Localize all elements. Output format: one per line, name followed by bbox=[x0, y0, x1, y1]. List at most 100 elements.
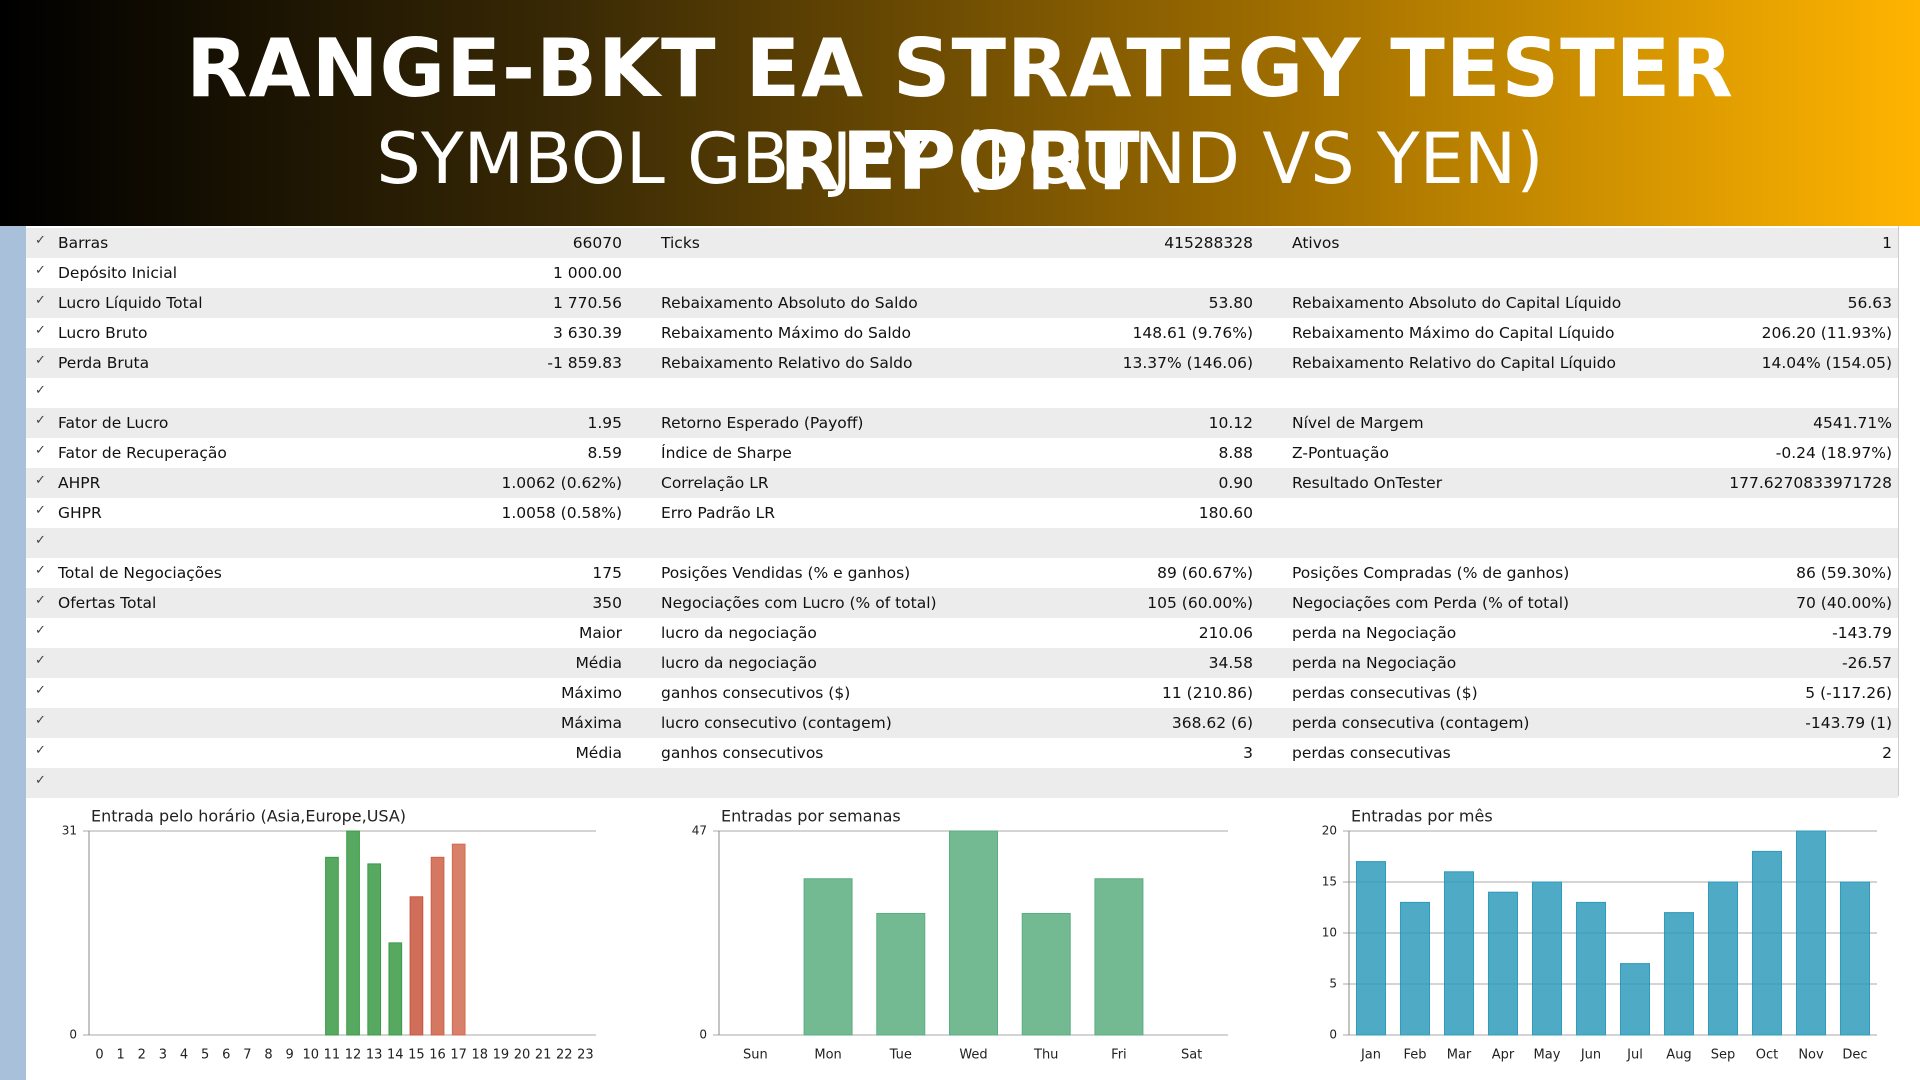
x-tick-label: Jun bbox=[1580, 1048, 1601, 1063]
cell-label: AHPR bbox=[58, 474, 101, 492]
table-row: Média lucro da negociação 34.58 perda na Ne… bbox=[26, 648, 1898, 678]
cell-value: 1 bbox=[1882, 234, 1892, 252]
x-tick-label: 14 bbox=[387, 1048, 404, 1063]
cell-label: Lucro Bruto bbox=[58, 324, 148, 342]
table-row bbox=[26, 528, 1898, 558]
bar bbox=[388, 942, 403, 1036]
cell-label: Erro Padrão LR bbox=[661, 504, 776, 522]
bar bbox=[1531, 881, 1563, 1036]
cell-value: 3 bbox=[1243, 744, 1253, 762]
bar bbox=[1094, 878, 1144, 1036]
x-tick-label: Sun bbox=[743, 1048, 768, 1063]
cell-value: 70 (40.00%) bbox=[1796, 594, 1892, 612]
cell-value: 210.06 bbox=[1198, 624, 1253, 642]
cell-label: perda consecutiva (contagem) bbox=[1292, 714, 1530, 732]
cell-value: 14.04% (154.05) bbox=[1761, 354, 1892, 372]
table-row: Lucro Bruto 3 630.39 Rebaixamento Máximo d… bbox=[26, 318, 1898, 348]
bar bbox=[346, 830, 360, 1036]
x-tick-label: 19 bbox=[493, 1048, 510, 1063]
bar bbox=[367, 863, 382, 1036]
bar bbox=[409, 896, 424, 1036]
x-tick-label: 21 bbox=[535, 1048, 552, 1063]
x-tick-label: 1 bbox=[117, 1048, 125, 1063]
cell-label: Retorno Esperado (Payoff) bbox=[661, 414, 864, 432]
cell-label: Rebaixamento Relativo do Capital Líquido bbox=[1292, 354, 1617, 372]
cell-value: 415288328 bbox=[1164, 234, 1253, 252]
cell-label: Correlação LR bbox=[661, 474, 769, 492]
cell-value: 4541.71% bbox=[1813, 414, 1892, 432]
cell-value: 1.95 bbox=[587, 414, 622, 432]
cell-value: -143.79 (1) bbox=[1805, 714, 1892, 732]
cell-label: Total de Negociações bbox=[58, 564, 222, 582]
cell-label: Depósito Inicial bbox=[58, 264, 177, 282]
bar bbox=[876, 912, 926, 1036]
cell-label: ganhos consecutivos ($) bbox=[661, 684, 851, 702]
bar bbox=[430, 856, 445, 1036]
bar bbox=[1751, 850, 1783, 1036]
cell-value: 13.37% (146.06) bbox=[1122, 354, 1253, 372]
cell-value: 86 (59.30%) bbox=[1796, 564, 1892, 582]
x-tick-label: 23 bbox=[577, 1048, 594, 1063]
cell-value: 3 630.39 bbox=[552, 324, 622, 342]
bar bbox=[803, 878, 853, 1036]
cell-value: 8.88 bbox=[1218, 444, 1253, 462]
cell-value: 5 (-117.26) bbox=[1805, 684, 1892, 702]
cell-label: Posições Compradas (% de ganhos) bbox=[1292, 564, 1570, 582]
x-tick-label: Sat bbox=[1181, 1048, 1202, 1063]
table-row bbox=[26, 378, 1898, 408]
table-row: Depósito Inicial 1 000.00 bbox=[26, 258, 1898, 288]
bar bbox=[1021, 912, 1071, 1036]
y-tick-label: 15 bbox=[1322, 875, 1337, 889]
x-tick-label: Apr bbox=[1492, 1048, 1515, 1063]
bar bbox=[1355, 861, 1387, 1036]
cell-label: perdas consecutivas bbox=[1292, 744, 1451, 762]
table-row: Fator de Lucro 1.95 Retorno Esperado (Payo… bbox=[26, 408, 1898, 438]
bar bbox=[1619, 963, 1651, 1036]
cell-label: Rebaixamento Máximo do Capital Líquido bbox=[1292, 324, 1615, 342]
report-table: Barras 66070 Ticks 415288328 Ativos 1 Depósito… bbox=[26, 228, 1898, 798]
y-tick-label: 20 bbox=[1322, 824, 1337, 838]
x-tick-label: 2 bbox=[138, 1048, 146, 1063]
cell-label: Perda Bruta bbox=[58, 354, 150, 372]
x-tick-label: Thu bbox=[1033, 1048, 1058, 1063]
x-tick-label: 20 bbox=[514, 1048, 531, 1063]
cell-label: Fator de Recuperação bbox=[58, 444, 227, 462]
x-tick-label: Dec bbox=[1842, 1048, 1867, 1063]
x-tick-label: Mon bbox=[814, 1048, 841, 1063]
cell-label: Ativos bbox=[1292, 234, 1340, 252]
x-tick-label: 4 bbox=[180, 1048, 188, 1063]
table-row: AHPR 1.0062 (0.62%) Correlação LR 0.90 Resul… bbox=[26, 468, 1898, 498]
x-tick-label: Fri bbox=[1111, 1048, 1127, 1063]
y-tick-label: 10 bbox=[1322, 926, 1337, 940]
chart-title: Entrada pelo horário (Asia,Europe,USA) bbox=[91, 807, 406, 826]
x-tick-label: 6 bbox=[222, 1048, 230, 1063]
y-tick-label: 0 bbox=[699, 1028, 707, 1042]
table-row: Fator de Recuperação 8.59 Índice de Sharpe… bbox=[26, 438, 1898, 468]
cell-value: 177.6270833971728 bbox=[1729, 474, 1892, 492]
cell-label: Negociações com Perda (% of total) bbox=[1292, 594, 1570, 612]
cell-label: Barras bbox=[58, 234, 109, 252]
cell-value: Máximo bbox=[561, 684, 622, 702]
side-strip bbox=[0, 226, 26, 1080]
bar bbox=[1839, 881, 1871, 1036]
x-tick-label: 17 bbox=[450, 1048, 467, 1063]
cell-label: Índice de Sharpe bbox=[661, 444, 792, 462]
chart-title: Entradas por semanas bbox=[721, 807, 901, 826]
cell-value: -0.24 (18.97%) bbox=[1775, 444, 1892, 462]
cell-value: 105 (60.00%) bbox=[1147, 594, 1253, 612]
cell-label: Lucro Líquido Total bbox=[58, 294, 203, 312]
table-row: Barras 66070 Ticks 415288328 Ativos 1 bbox=[26, 228, 1898, 258]
x-tick-label: 5 bbox=[201, 1048, 209, 1063]
table-row: GHPR 1.0058 (0.58%) Erro Padrão LR 180.60 bbox=[26, 498, 1898, 528]
cell-value: 11 (210.86) bbox=[1162, 684, 1253, 702]
table-row: Perda Bruta -1 859.83 Rebaixamento Relativ… bbox=[26, 348, 1898, 378]
cell-value: Média bbox=[575, 744, 622, 762]
cell-value: 89 (60.67%) bbox=[1157, 564, 1253, 582]
bar bbox=[1663, 912, 1695, 1036]
table-row: Máxima lucro consecutivo (contagem) 368.62… bbox=[26, 708, 1898, 738]
x-tick-label: 3 bbox=[159, 1048, 167, 1063]
bar bbox=[1443, 871, 1475, 1036]
x-tick-label: 18 bbox=[472, 1048, 489, 1063]
x-tick-label: 22 bbox=[556, 1048, 573, 1063]
